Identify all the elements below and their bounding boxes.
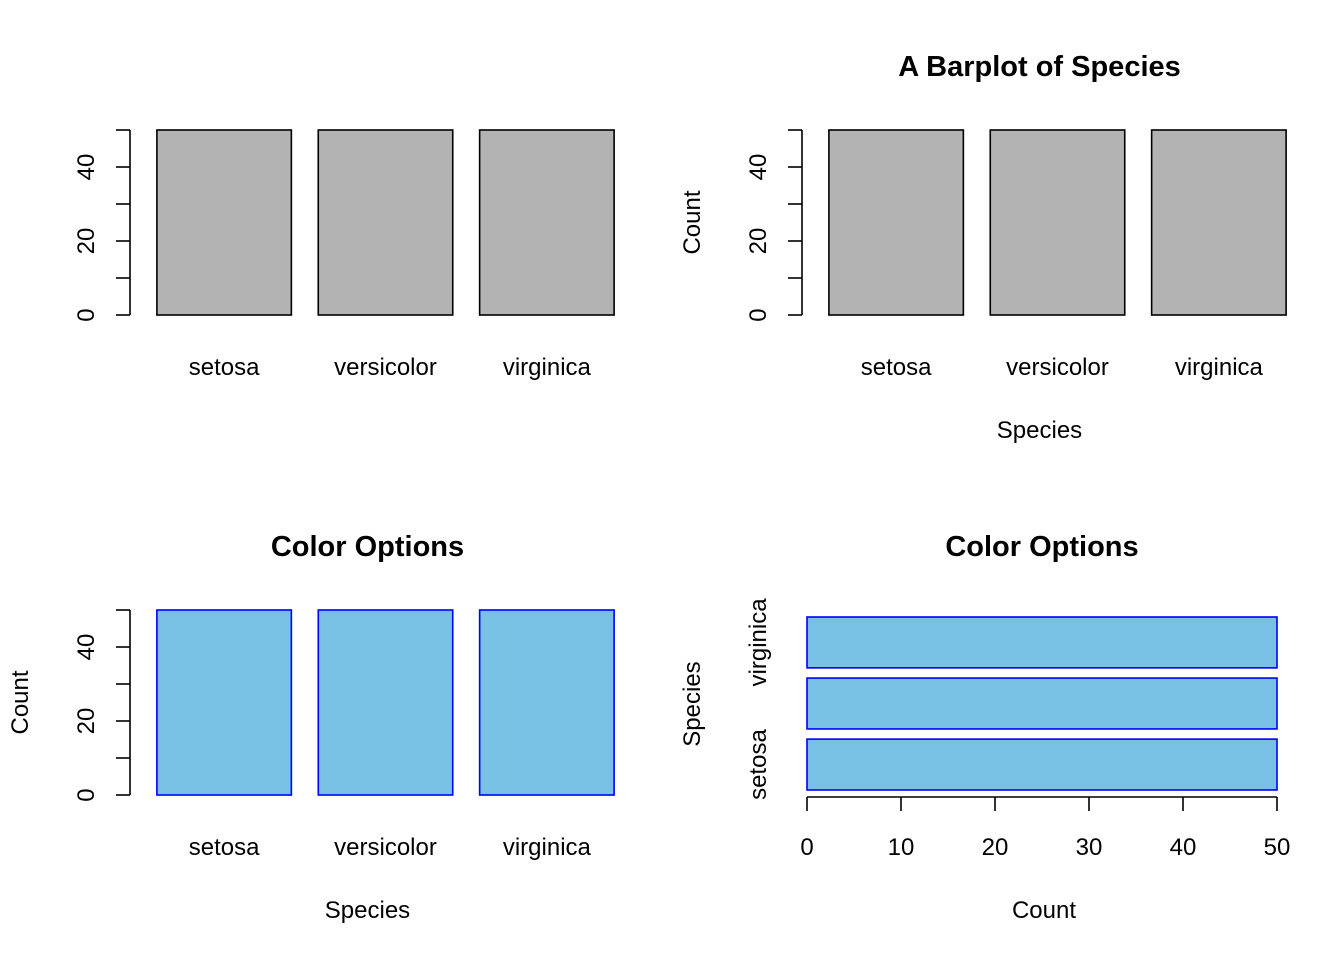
category-label-virginica: virginica xyxy=(503,354,592,381)
x-tick-label-50: 50 xyxy=(1264,834,1291,861)
category-label-versicolor: versicolor xyxy=(334,354,437,381)
bar-virginica xyxy=(478,129,615,316)
y-tick-label-20: 20 xyxy=(745,228,772,255)
panel-top-left: setosa versicolor virginica 0 20 40 xyxy=(73,129,615,381)
bar-setosa xyxy=(828,129,965,316)
bar-virginica xyxy=(806,616,1278,669)
y-tick-label-0: 0 xyxy=(73,788,100,801)
category-label-setosa: setosa xyxy=(189,354,260,381)
x-tick-label-0: 0 xyxy=(800,834,813,861)
chart-title: Color Options xyxy=(271,531,464,563)
bar-versicolor xyxy=(317,609,454,796)
y-tick-label-40: 40 xyxy=(73,154,100,181)
bar-setosa xyxy=(806,738,1278,791)
y-axis-label: Count xyxy=(7,670,34,734)
x-tick-label-10: 10 xyxy=(888,834,915,861)
x-tick-label-20: 20 xyxy=(982,834,1009,861)
bar-virginica xyxy=(478,609,615,796)
chart-title: Color Options xyxy=(945,531,1138,563)
y-tick-label-0: 0 xyxy=(745,308,772,321)
bar-versicolor xyxy=(317,129,454,316)
category-label-versicolor: versicolor xyxy=(334,834,437,861)
panel-bottom-right: Color Options setosa virginica 0 10 20 30 40 50 C… xyxy=(679,531,1290,924)
category-label-setosa: setosa xyxy=(189,834,260,861)
bar-versicolor xyxy=(989,129,1126,316)
x-axis-label: Species xyxy=(997,417,1082,444)
y-tick-label-0: 0 xyxy=(73,308,100,321)
x-tick-label-30: 30 xyxy=(1076,834,1103,861)
y-tick-label-20: 20 xyxy=(73,708,100,735)
category-label-versicolor: versicolor xyxy=(1006,354,1109,381)
x-tick-label-40: 40 xyxy=(1170,834,1197,861)
panel-bottom-left: Color Options setosa versicolor virginica 0 2… xyxy=(7,531,615,924)
bar-virginica xyxy=(1150,129,1287,316)
y-axis-label: Count xyxy=(679,190,706,254)
y-tick-label-40: 40 xyxy=(745,154,772,181)
category-label-virginica: virginica xyxy=(745,598,772,687)
y-tick-label-40: 40 xyxy=(73,634,100,661)
y-axis-label: Species xyxy=(679,661,706,746)
category-label-virginica: virginica xyxy=(503,834,592,861)
bar-setosa xyxy=(156,129,293,316)
bar-setosa xyxy=(156,609,293,796)
category-label-setosa: setosa xyxy=(745,729,772,800)
category-label-virginica: virginica xyxy=(1175,354,1264,381)
y-tick-label-20: 20 xyxy=(73,228,100,255)
bar-versicolor xyxy=(806,677,1278,730)
panel-top-right: A Barplot of Species setosa versicolor virg… xyxy=(679,51,1287,444)
chart-title: A Barplot of Species xyxy=(898,51,1181,83)
category-label-setosa: setosa xyxy=(861,354,932,381)
x-axis-label: Count xyxy=(1012,897,1076,924)
x-axis-label: Species xyxy=(325,897,410,924)
